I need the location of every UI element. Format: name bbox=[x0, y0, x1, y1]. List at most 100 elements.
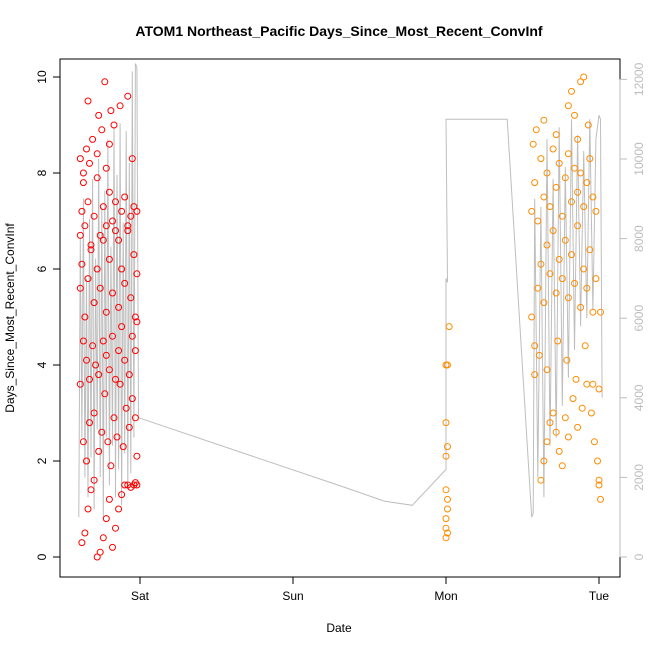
data-point-series-2 bbox=[564, 102, 572, 110]
y-tick-label: 6 bbox=[35, 265, 49, 272]
data-point-series-2 bbox=[552, 183, 560, 191]
data-point-series-1 bbox=[84, 97, 92, 105]
data-point-series-1 bbox=[112, 375, 119, 383]
data-point-series-1 bbox=[79, 169, 87, 177]
data-point-series-1 bbox=[102, 515, 110, 523]
data-point-series-1 bbox=[93, 265, 101, 273]
data-point-series-1 bbox=[87, 241, 95, 249]
data-point-series-2 bbox=[552, 289, 560, 297]
data-point-series-1 bbox=[118, 491, 126, 499]
data-point-series-2 bbox=[587, 409, 595, 417]
data-point-series-2 bbox=[552, 428, 560, 436]
data-point-series-1 bbox=[78, 260, 86, 268]
data-point-series-2 bbox=[574, 135, 582, 143]
data-point-series-1 bbox=[81, 529, 89, 537]
data-point-series-1 bbox=[95, 371, 103, 379]
data-point-series-2 bbox=[568, 87, 575, 95]
data-point-series-2 bbox=[543, 169, 551, 177]
data-point-series-2 bbox=[558, 275, 566, 283]
data-point-series-1 bbox=[121, 356, 129, 364]
data-point-series-2 bbox=[583, 380, 591, 388]
data-point-series-2 bbox=[580, 265, 588, 273]
data-point-series-1 bbox=[104, 438, 112, 446]
y-tick-label: 10 bbox=[35, 70, 49, 84]
data-point-series-1 bbox=[102, 222, 110, 230]
data-point-series-1 bbox=[133, 318, 141, 326]
data-point-series-1 bbox=[96, 548, 104, 556]
data-point-series-2 bbox=[586, 155, 594, 163]
data-point-series-2 bbox=[528, 313, 536, 321]
data-point-series-1 bbox=[128, 332, 136, 340]
data-point-series-2 bbox=[442, 419, 450, 427]
data-point-series-2 bbox=[592, 207, 600, 215]
data-point-series-2 bbox=[595, 385, 603, 393]
data-point-series-1 bbox=[99, 236, 107, 244]
data-point-series-1 bbox=[98, 428, 106, 436]
data-point-series-2 bbox=[537, 155, 545, 163]
data-point-series-1 bbox=[124, 227, 132, 235]
data-point-series-2 bbox=[564, 433, 572, 441]
data-point-series-1 bbox=[89, 342, 97, 350]
data-point-series-1 bbox=[133, 270, 141, 278]
data-point-series-2 bbox=[543, 438, 551, 446]
data-point-series-2 bbox=[590, 438, 598, 446]
data-point-series-2 bbox=[583, 179, 591, 187]
data-point-series-2 bbox=[564, 150, 572, 158]
data-point-series-1 bbox=[95, 111, 103, 119]
data-point-series-1 bbox=[96, 231, 104, 239]
data-point-series-1 bbox=[125, 371, 133, 379]
data-point-series-2 bbox=[574, 423, 582, 431]
data-point-series-1 bbox=[81, 313, 89, 321]
data-point-series-1 bbox=[90, 409, 98, 417]
data-point-series-2 bbox=[594, 457, 601, 465]
data-point-series-2 bbox=[574, 222, 582, 230]
data-point-series-1 bbox=[112, 227, 119, 235]
data-point-series-1 bbox=[131, 347, 139, 355]
data-point-series-2 bbox=[442, 452, 450, 460]
data-point-series-2 bbox=[586, 246, 594, 254]
data-point-series-2 bbox=[595, 476, 603, 484]
data-point-series-1 bbox=[121, 279, 129, 287]
data-point-series-1 bbox=[105, 495, 113, 503]
data-point-series-2 bbox=[444, 495, 451, 503]
data-point-series-2 bbox=[589, 308, 597, 316]
data-point-series-1 bbox=[128, 395, 136, 403]
y2-tick-label: 2000 bbox=[632, 464, 646, 491]
y-tick-label: 2 bbox=[35, 457, 49, 464]
gray-series-line bbox=[78, 63, 603, 518]
data-point-series-2 bbox=[597, 308, 604, 316]
data-point-series-2 bbox=[540, 299, 548, 307]
data-point-series-1 bbox=[102, 308, 110, 316]
data-point-series-1 bbox=[76, 231, 84, 239]
data-point-series-2 bbox=[574, 188, 582, 196]
data-point-series-1 bbox=[119, 443, 127, 451]
data-point-series-2 bbox=[561, 174, 569, 182]
y2-axis: 0 2000 4000 6000 8000 10000 12000 bbox=[619, 62, 646, 560]
data-point-series-2 bbox=[531, 342, 539, 350]
y-tick-label: 0 bbox=[35, 553, 49, 560]
data-point-series-2 bbox=[549, 409, 557, 417]
data-point-series-1 bbox=[110, 121, 118, 129]
y2-tick-label: 10000 bbox=[632, 142, 646, 176]
data-point-series-2 bbox=[561, 414, 569, 422]
data-point-series-1 bbox=[124, 92, 132, 100]
points-layer bbox=[76, 73, 604, 561]
data-point-series-2 bbox=[442, 534, 450, 542]
data-point-series-1 bbox=[90, 476, 98, 484]
data-point-series-2 bbox=[442, 486, 450, 494]
chart-title: ATOM1 Northeast_Pacific Days_Since_Most_… bbox=[135, 23, 543, 39]
data-point-series-1 bbox=[118, 207, 126, 215]
data-point-series-2 bbox=[534, 217, 542, 225]
data-point-series-1 bbox=[95, 447, 103, 455]
data-point-series-2 bbox=[589, 193, 597, 201]
data-point-series-2 bbox=[444, 443, 451, 451]
gray-line-layer bbox=[78, 63, 603, 518]
data-point-series-2 bbox=[555, 159, 563, 167]
data-point-series-2 bbox=[537, 476, 545, 484]
data-point-series-1 bbox=[99, 337, 107, 345]
y-tick-label: 8 bbox=[35, 169, 49, 176]
data-point-series-1 bbox=[131, 414, 139, 422]
data-point-series-1 bbox=[98, 126, 106, 134]
data-point-series-1 bbox=[90, 212, 98, 220]
data-point-series-2 bbox=[577, 303, 585, 311]
